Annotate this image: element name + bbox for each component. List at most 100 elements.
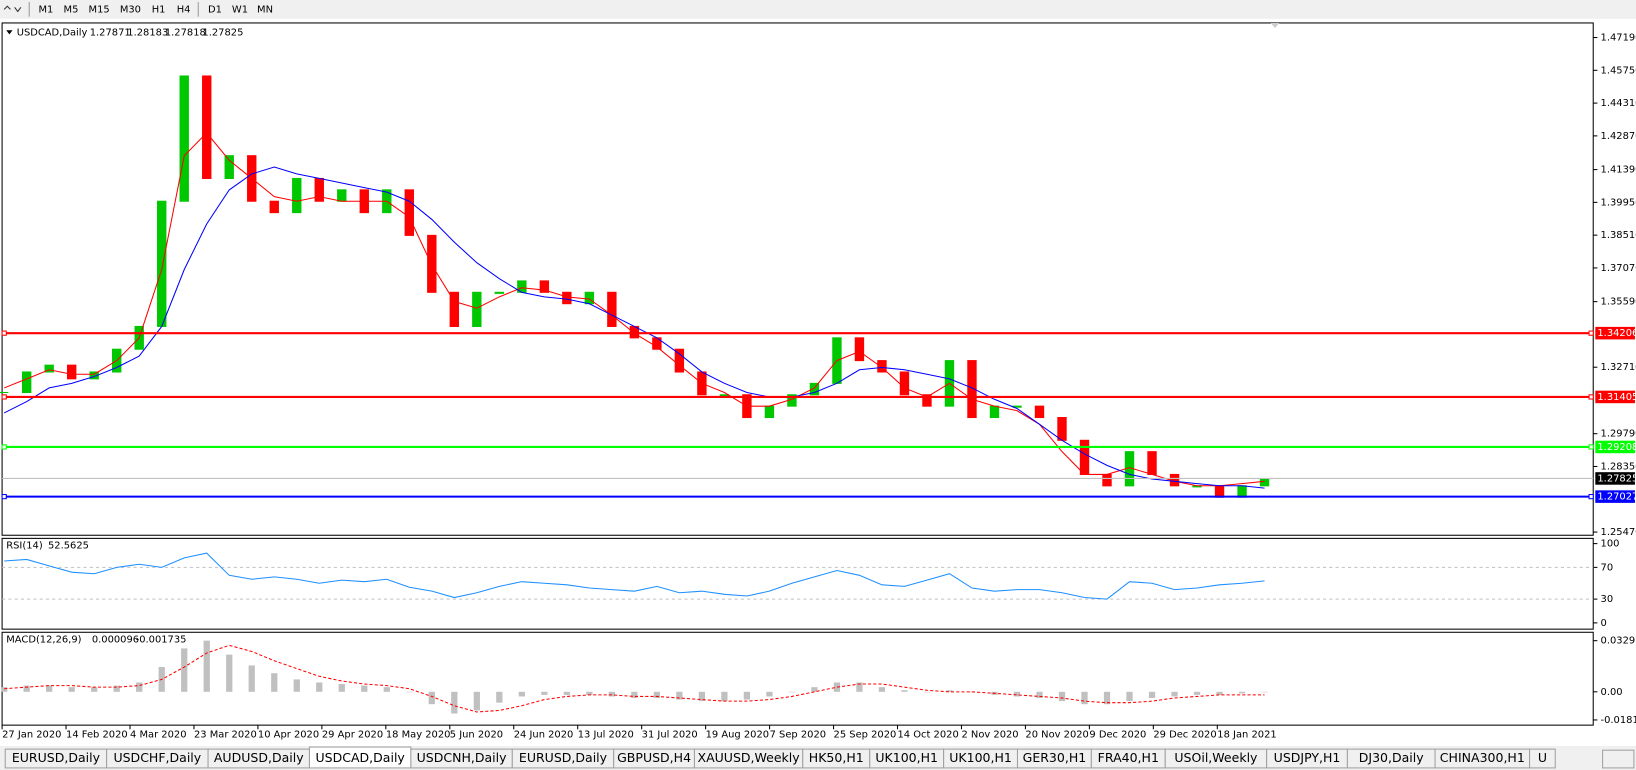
tab[interactable]: USOil,Weekly — [1164, 748, 1268, 769]
tab[interactable]: USDCAD,Daily — [308, 746, 412, 769]
macd-bar — [743, 691, 751, 700]
macd-bar — [541, 691, 548, 695]
tab[interactable]: U — [1529, 748, 1556, 769]
level-handle[interactable] — [1, 444, 7, 450]
level-handle[interactable] — [1588, 330, 1594, 336]
tab-label[interactable]: USDCAD,Daily — [316, 750, 406, 765]
candle — [314, 177, 324, 202]
level-label-bg — [1595, 326, 1635, 340]
tab[interactable]: XAUUSD,Weekly — [693, 748, 804, 769]
y-tick-label: 1.47190 — [1601, 33, 1636, 44]
timeframe-button[interactable]: M30 — [120, 4, 141, 15]
tab-label[interactable]: HK50,H1 — [809, 750, 864, 765]
tab-label[interactable]: FRA40,H1 — [1098, 750, 1159, 765]
x-tick-label: 31 Jul 2020 — [642, 730, 698, 741]
tab-label[interactable]: XAUUSD,Weekly — [698, 750, 801, 765]
timeframe-button[interactable]: M5 — [64, 4, 79, 15]
timeframe-button[interactable]: H1 — [152, 4, 166, 15]
tab[interactable]: USDJPY,H1 — [1266, 748, 1348, 769]
level-label: 1.31405 — [1597, 392, 1636, 403]
tab-label[interactable]: UK100,H1 — [875, 750, 938, 765]
tab[interactable]: UK100,H1 — [943, 748, 1019, 769]
level-handle[interactable] — [1588, 394, 1594, 400]
tab-label[interactable]: DJ30,Daily — [1359, 750, 1424, 765]
tab[interactable]: HK50,H1 — [802, 748, 871, 769]
candle — [21, 371, 32, 394]
y-tick-label: 1.42870 — [1601, 131, 1636, 142]
x-tick-label: 10 Apr 2020 — [258, 730, 319, 741]
menu-arrow[interactable] — [6, 30, 13, 35]
tab-label[interactable]: GBPUSD,H4 — [617, 750, 691, 765]
candle — [1147, 451, 1157, 475]
candle — [922, 394, 932, 407]
tab[interactable]: AUDUSD,Daily — [207, 748, 310, 769]
tab-label[interactable]: USDCHF,Daily — [113, 750, 201, 765]
timeframe-button[interactable]: W1 — [232, 4, 248, 15]
level-handle[interactable] — [1, 394, 7, 400]
level-handle[interactable] — [1588, 444, 1594, 450]
timeframe-button[interactable]: M1 — [38, 4, 53, 15]
tab-label[interactable]: AUDUSD,Daily — [214, 750, 304, 765]
tab-label[interactable]: EURUSD,Daily — [12, 750, 101, 765]
candle — [809, 382, 820, 396]
tab-scroll[interactable] — [1602, 749, 1635, 769]
tab-label[interactable]: CHINA300,H1 — [1440, 750, 1525, 765]
toolbar-icon[interactable] — [3, 5, 22, 13]
tab[interactable]: EURUSD,Daily — [4, 748, 108, 769]
macd-bar — [406, 691, 413, 693]
candle — [967, 360, 977, 419]
tab-frame[interactable] — [1529, 748, 1556, 769]
tab[interactable]: USDCNH,Daily — [410, 748, 513, 769]
x-tick-label: 2 Nov 2020 — [961, 730, 1018, 741]
tab[interactable]: FRA40,H1 — [1090, 748, 1166, 769]
macd-panel — [1, 631, 1594, 726]
candle — [179, 75, 189, 202]
tab[interactable]: GBPUSD,H4 — [613, 748, 695, 769]
x-tick-label: 14 Oct 2020 — [898, 730, 959, 741]
tab-label[interactable]: GER30,H1 — [1023, 750, 1087, 765]
tab-label[interactable]: USDJPY,H1 — [1274, 750, 1341, 765]
price-label: 1.27825 — [1597, 473, 1636, 484]
timeframe-button[interactable]: D1 — [208, 4, 222, 15]
timeframe-button[interactable]: H4 — [177, 4, 191, 15]
timeframe-button[interactable]: MN — [257, 4, 273, 15]
shift-marker — [1270, 22, 1280, 29]
x-tick-label: 9 Dec 2020 — [1089, 730, 1146, 741]
macd-bar — [496, 691, 503, 703]
candle — [449, 291, 460, 327]
macd-bar — [271, 673, 278, 692]
y-tick-label: 1.44310 — [1601, 98, 1636, 109]
tab[interactable]: USDCHF,Daily — [106, 748, 209, 769]
candle — [1259, 478, 1270, 487]
level-handle[interactable] — [1588, 493, 1594, 500]
level-handle[interactable] — [1, 330, 7, 336]
macd-bar — [946, 690, 953, 692]
timeframe-bar: M1 M5 M15 M30 H1 H4 D1 W1 MN — [28, 2, 273, 17]
candle — [292, 177, 302, 214]
symbol-title: USDCAD,Daily — [17, 27, 88, 38]
level-label-bg — [1595, 440, 1635, 454]
tab-label[interactable]: USOil,Weekly — [1174, 750, 1258, 765]
y-tick-label: 1.41390 — [1601, 165, 1636, 176]
y-tick-label: 0.00 — [1601, 687, 1623, 698]
macd-bar — [68, 687, 75, 692]
candle — [66, 364, 77, 380]
tab-label[interactable]: EURUSD,Daily — [519, 750, 608, 765]
candle — [562, 291, 572, 305]
tab[interactable]: GER30,H1 — [1016, 748, 1092, 769]
tab[interactable]: DJ30,Daily — [1346, 748, 1436, 769]
x-tick-label: 5 Jun 2020 — [450, 730, 503, 741]
tab[interactable]: CHINA300,H1 — [1434, 748, 1531, 769]
tab[interactable]: UK100,H1 — [869, 748, 945, 769]
tab-label[interactable]: U — [1538, 750, 1547, 765]
candle — [1214, 485, 1225, 498]
tab-label[interactable]: USDCNH,Daily — [417, 750, 507, 765]
tab[interactable]: EURUSD,Daily — [511, 748, 615, 769]
level-handle[interactable] — [1, 493, 7, 500]
moving-average — [3, 166, 1265, 489]
price-label-bg — [1595, 472, 1635, 485]
macd-bar — [1, 687, 8, 692]
tab-label[interactable]: UK100,H1 — [949, 750, 1012, 765]
timeframe-button[interactable]: M15 — [89, 4, 110, 15]
